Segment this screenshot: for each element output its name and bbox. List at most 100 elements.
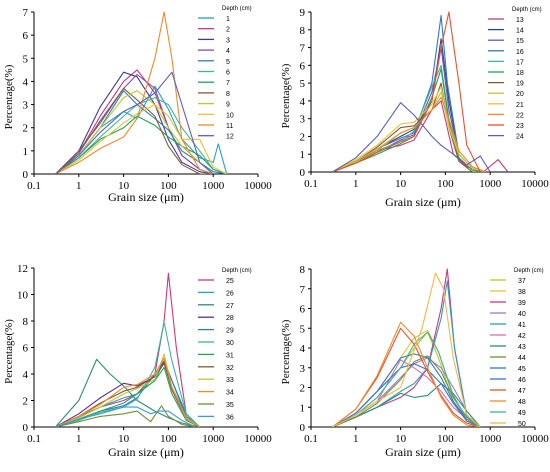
- legend-title: Depth (cm): [222, 268, 252, 274]
- legend-entry: 26: [226, 290, 234, 297]
- legend-title: Depth (cm): [512, 7, 542, 13]
- x-tick-label: 1: [353, 433, 359, 445]
- x-tick-label: 1: [76, 433, 82, 445]
- legend-entry: 44: [518, 355, 526, 362]
- y-tick-label: 8: [300, 25, 306, 37]
- y-tick-label: 0: [300, 167, 306, 179]
- series-line-15: [332, 47, 487, 172]
- x-tick-label: 10: [395, 178, 407, 190]
- legend-entry: 39: [518, 300, 526, 307]
- y-tick-label: 0: [300, 422, 306, 434]
- x-tick-label: 1000: [202, 433, 225, 445]
- y-tick-label: 5: [23, 53, 29, 65]
- series-line-11: [55, 11, 214, 174]
- legend-entry: 46: [518, 377, 526, 384]
- legend-entry: 30: [226, 340, 234, 347]
- y-tick-label: 3: [23, 100, 29, 112]
- x-axis-label: Grain size (μm): [385, 445, 461, 459]
- y-tick-label: 0: [23, 169, 29, 181]
- series-line-30: [55, 321, 201, 427]
- legend-entry: 27: [226, 303, 234, 310]
- y-tick-label: 7: [23, 7, 29, 19]
- series-line-7: [55, 115, 227, 174]
- legend-entry: 48: [518, 399, 526, 406]
- y-tick-label: 0: [23, 422, 29, 434]
- series-line-48: [332, 321, 481, 427]
- legend-entry: 20: [516, 91, 524, 98]
- y-tick-label: 5: [300, 78, 306, 90]
- legend-entry: 19: [516, 81, 524, 88]
- legend-entry: 37: [518, 278, 526, 285]
- series-line-46: [332, 363, 481, 427]
- series-line-43: [332, 383, 481, 427]
- series-line-31: [55, 366, 200, 427]
- legend-title: Depth (cm): [222, 6, 252, 12]
- y-tick-label: 9: [300, 7, 306, 19]
- legend: Depth (cm) 25 26 27 28 29 30 31 32 33 34 35 36: [198, 268, 252, 421]
- x-axis-label: Grain size (μm): [385, 195, 461, 209]
- y-tick-label: 3: [300, 363, 306, 375]
- y-tick-label: 1: [300, 402, 306, 414]
- x-tick-label: 1000: [202, 180, 225, 192]
- series-line-12: [55, 71, 214, 174]
- legend-entry: 11: [226, 123, 233, 130]
- legend-entry: 22: [516, 112, 524, 119]
- y-tick-label: 10: [17, 290, 29, 302]
- series-line-35: [55, 405, 196, 427]
- series-line-10: [55, 104, 227, 174]
- legend-entry: 10: [226, 112, 234, 119]
- legend-entry: 41: [518, 322, 526, 329]
- y-tick-label: 4: [23, 369, 29, 381]
- series-line-24: [332, 102, 491, 172]
- y-tick-label: 1: [23, 146, 29, 158]
- legend-entry: 13: [516, 17, 524, 24]
- legend-entry: 42: [518, 333, 526, 340]
- series-line-8: [55, 87, 214, 174]
- x-tick-label: 1: [353, 178, 359, 190]
- legend-entry: 17: [516, 59, 524, 66]
- legend-entry: 49: [518, 410, 526, 417]
- legend-title: Depth (cm): [514, 268, 544, 274]
- y-tick-label: 6: [300, 60, 306, 72]
- y-tick-label: 4: [300, 96, 306, 108]
- y-tick-label: 5: [300, 323, 306, 335]
- x-tick-label: 10: [118, 180, 130, 192]
- series-line-50: [332, 272, 481, 427]
- y-tick-label: 8: [23, 316, 29, 328]
- series-line-49: [332, 331, 481, 427]
- series-line-21: [332, 86, 487, 172]
- y-tick-label: 12: [17, 263, 28, 275]
- y-tick-label: 4: [300, 343, 306, 355]
- series-line-14: [332, 38, 487, 172]
- legend-entry: 28: [226, 315, 234, 322]
- x-tick-label: 0.1: [27, 433, 41, 445]
- y-tick-label: 7: [300, 43, 306, 55]
- x-tick-label: 100: [437, 178, 454, 190]
- legend-entry: 15: [516, 38, 524, 45]
- x-tick-label: 0.1: [304, 178, 318, 190]
- x-tick-label: 10000: [244, 433, 272, 445]
- legend-entry: 47: [518, 388, 526, 395]
- legend-entry: 16: [516, 49, 524, 56]
- legend-entry: 3: [226, 37, 230, 44]
- series-line-6: [55, 97, 227, 174]
- y-tick-label: 2: [23, 396, 29, 408]
- legend: Depth (cm) 13 14 15 16 17 18 19 20 21 22 23 24: [488, 7, 542, 141]
- series-line-4: [55, 73, 214, 174]
- legend-entry: 31: [226, 352, 234, 359]
- x-axis-label: Grain size (μm): [108, 190, 184, 204]
- series-line-16: [332, 15, 487, 172]
- y-axis-label: Percentage(%): [3, 64, 15, 129]
- series-line-18: [332, 68, 486, 172]
- legend-entry: 36: [226, 414, 234, 421]
- legend-entry: 14: [516, 28, 524, 35]
- y-tick-label: 2: [300, 383, 306, 395]
- y-tick-label: 3: [300, 114, 306, 126]
- x-tick-label: 100: [437, 433, 454, 445]
- series-line-36: [55, 406, 196, 427]
- x-tick-label: 10: [118, 433, 130, 445]
